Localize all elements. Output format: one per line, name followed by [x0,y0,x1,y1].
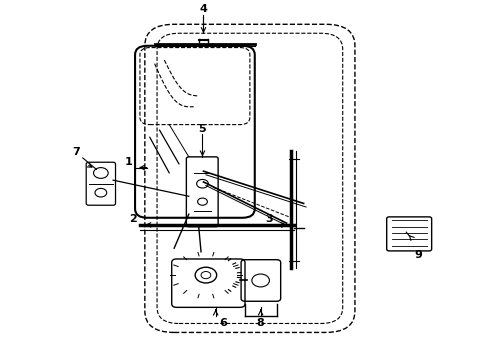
Text: 7: 7 [73,147,80,157]
Text: 8: 8 [257,318,265,328]
Text: 9: 9 [415,250,422,260]
Text: 4: 4 [199,4,207,14]
Text: 1: 1 [125,157,133,167]
Text: 6: 6 [219,318,227,328]
Text: 3: 3 [266,214,273,224]
Text: 5: 5 [198,123,206,134]
Text: 2: 2 [129,214,137,224]
